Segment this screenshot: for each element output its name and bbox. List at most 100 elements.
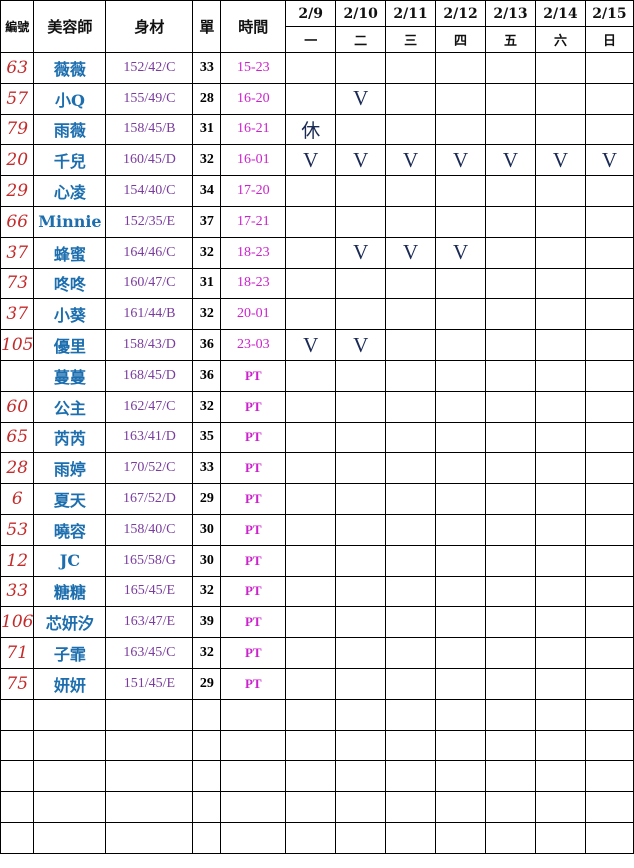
stylist-name[interactable]: JC <box>33 544 107 577</box>
shift-time[interactable]: 18-23 <box>220 267 287 300</box>
day-cell[interactable] <box>435 82 487 115</box>
day-cell[interactable] <box>435 329 487 361</box>
day-cell[interactable] <box>534 698 586 731</box>
day-cell[interactable] <box>385 760 437 793</box>
body-measurements[interactable] <box>105 760 194 793</box>
day-cell[interactable] <box>584 667 634 700</box>
order-count[interactable]: 35 <box>192 421 222 454</box>
day-cell[interactable]: V <box>385 144 437 177</box>
day-cell[interactable] <box>285 667 337 700</box>
day-cell[interactable] <box>584 359 634 392</box>
day-cell[interactable] <box>335 698 387 731</box>
day-cell[interactable] <box>435 698 487 731</box>
shift-time[interactable]: 15-23 <box>220 52 287 84</box>
day-cell[interactable] <box>485 513 536 546</box>
order-count[interactable]: 36 <box>192 359 222 392</box>
order-count[interactable]: 32 <box>192 390 222 423</box>
day-cell[interactable] <box>534 236 586 269</box>
day-cell[interactable] <box>435 205 487 238</box>
day-cell[interactable] <box>485 236 536 269</box>
day-cell[interactable] <box>385 667 437 700</box>
day-cell[interactable] <box>285 513 337 546</box>
day-cell[interactable]: V <box>435 236 487 269</box>
day-cell[interactable] <box>584 575 634 608</box>
shift-time[interactable] <box>220 791 287 823</box>
stylist-id[interactable]: 106 <box>0 606 35 639</box>
day-cell[interactable]: V <box>385 236 437 269</box>
stylist-name[interactable]: 雨薇 <box>33 113 107 146</box>
shift-time[interactable]: PT <box>220 544 287 577</box>
stylist-name[interactable]: 心凌 <box>33 175 107 207</box>
body-measurements[interactable]: 165/45/E <box>105 575 194 608</box>
body-measurements[interactable]: 155/49/C <box>105 82 194 115</box>
body-measurements[interactable]: 151/45/E <box>105 667 194 700</box>
shift-time[interactable] <box>220 821 287 854</box>
stylist-name[interactable] <box>33 791 107 823</box>
day-cell[interactable] <box>285 421 337 454</box>
order-count[interactable]: 32 <box>192 236 222 269</box>
order-count[interactable]: 37 <box>192 205 222 238</box>
body-measurements[interactable]: 164/46/C <box>105 236 194 269</box>
day-cell[interactable] <box>435 791 487 823</box>
day-cell[interactable] <box>385 390 437 423</box>
day-cell[interactable] <box>584 236 634 269</box>
shift-time[interactable] <box>220 760 287 793</box>
day-cell[interactable] <box>435 821 487 854</box>
day-cell[interactable] <box>335 390 387 423</box>
stylist-name[interactable] <box>33 760 107 793</box>
day-cell[interactable] <box>285 698 337 731</box>
day-cell[interactable] <box>385 606 437 639</box>
day-cell[interactable] <box>584 513 634 546</box>
shift-time[interactable]: PT <box>220 637 287 669</box>
stylist-name[interactable]: 薇薇 <box>33 52 107 84</box>
day-cell[interactable] <box>285 52 337 84</box>
day-cell[interactable] <box>435 760 487 793</box>
day-cell[interactable] <box>285 483 337 515</box>
stylist-id[interactable]: 57 <box>0 82 35 115</box>
day-cell[interactable] <box>385 421 437 454</box>
day-cell[interactable] <box>584 52 634 84</box>
day-cell[interactable] <box>435 483 487 515</box>
stylist-name[interactable]: 妍妍 <box>33 667 107 700</box>
stylist-id[interactable]: 20 <box>0 144 35 177</box>
day-cell[interactable] <box>534 52 586 84</box>
shift-time[interactable]: PT <box>220 667 287 700</box>
day-cell[interactable] <box>534 544 586 577</box>
stylist-id[interactable]: 65 <box>0 421 35 454</box>
stylist-id[interactable]: 66 <box>0 205 35 238</box>
stylist-id[interactable]: 37 <box>0 298 35 331</box>
day-cell[interactable] <box>385 821 437 854</box>
order-count[interactable] <box>192 698 222 731</box>
day-cell[interactable] <box>584 113 634 146</box>
shift-time[interactable] <box>220 729 287 762</box>
stylist-id[interactable] <box>0 359 35 392</box>
day-cell[interactable] <box>385 82 437 115</box>
day-cell[interactable] <box>584 329 634 361</box>
day-cell[interactable] <box>435 452 487 485</box>
day-cell[interactable] <box>534 729 586 762</box>
stylist-name[interactable]: 小葵 <box>33 298 107 331</box>
day-cell[interactable] <box>485 575 536 608</box>
day-cell[interactable] <box>435 667 487 700</box>
day-cell[interactable] <box>584 205 634 238</box>
body-measurements[interactable] <box>105 729 194 762</box>
day-cell[interactable] <box>385 205 437 238</box>
day-cell[interactable] <box>335 52 387 84</box>
order-count[interactable]: 32 <box>192 144 222 177</box>
day-cell[interactable] <box>584 791 634 823</box>
body-measurements[interactable]: 160/45/D <box>105 144 194 177</box>
day-cell[interactable] <box>385 729 437 762</box>
day-cell[interactable] <box>485 729 536 762</box>
body-measurements[interactable]: 163/45/C <box>105 637 194 669</box>
day-cell[interactable] <box>534 513 586 546</box>
day-cell[interactable] <box>335 575 387 608</box>
day-cell[interactable] <box>584 729 634 762</box>
stylist-id[interactable]: 12 <box>0 544 35 577</box>
day-cell[interactable] <box>534 606 586 639</box>
day-cell[interactable]: 休 <box>285 113 337 146</box>
order-count[interactable]: 30 <box>192 513 222 546</box>
stylist-name[interactable]: 子霏 <box>33 637 107 669</box>
day-cell[interactable]: V <box>335 144 387 177</box>
day-cell[interactable] <box>335 267 387 300</box>
stylist-id[interactable]: 75 <box>0 667 35 700</box>
